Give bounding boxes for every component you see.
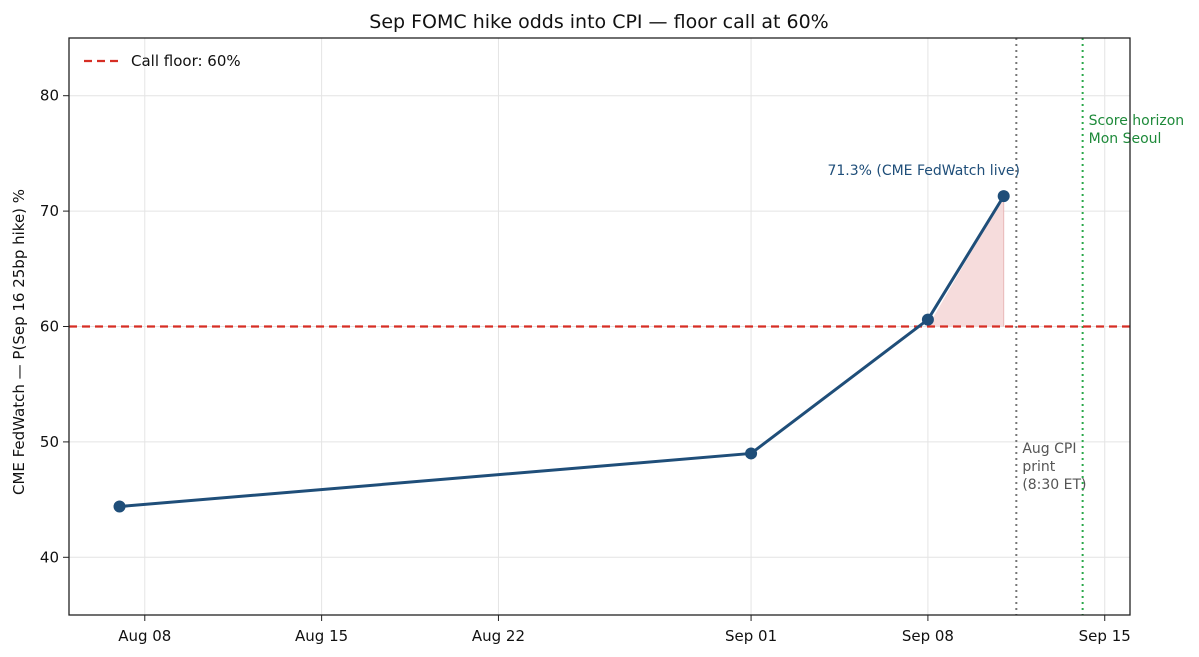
score-horizon-label: Score horizon — [1089, 113, 1185, 129]
score-horizon-label: Mon Seoul — [1089, 131, 1162, 147]
data-point — [921, 313, 934, 326]
cpi-print-label: print — [1022, 459, 1055, 475]
data-point — [745, 447, 758, 460]
chart-title: Sep FOMC hike odds into CPI — floor call… — [369, 11, 828, 33]
data-point — [997, 190, 1010, 203]
value-annotation: 71.3% (CME FedWatch live) — [827, 163, 1020, 179]
y-tick-label: 50 — [40, 433, 59, 451]
legend: Call floor: 60% — [84, 52, 241, 70]
series-group — [113, 190, 1010, 513]
cpi-print-label: (8:30 ET) — [1022, 477, 1086, 493]
event-lines: Aug CPI print (8:30 ET) Score horizon Mon Se… — [1015, 38, 1185, 615]
x-tick-label: Sep 01 — [725, 627, 777, 645]
x-tick-label: Aug 08 — [118, 627, 171, 645]
y-axis-ticks: 40 50 60 70 80 — [40, 87, 69, 566]
data-point — [113, 500, 126, 513]
legend-floor-label: Call floor: 60% — [131, 52, 241, 70]
annotations: 71.3% (CME FedWatch live) — [827, 163, 1020, 179]
x-tick-label: Sep 15 — [1079, 627, 1131, 645]
cpi-print-label: Aug CPI — [1022, 441, 1076, 457]
y-tick-label: 70 — [40, 202, 59, 220]
series-line — [119, 195, 1005, 509]
x-axis-ticks: Aug 08 Aug 15 Aug 22 Sep 01 Sep 08 Sep 15 — [118, 615, 1131, 645]
y-tick-label: 60 — [40, 318, 59, 336]
x-tick-label: Aug 22 — [472, 627, 525, 645]
y-tick-label: 40 — [40, 548, 59, 566]
x-tick-label: Sep 08 — [902, 627, 954, 645]
y-axis-label: CME FedWatch — P(Sep 16 25bp hike) % — [10, 189, 28, 495]
y-tick-label: 80 — [40, 87, 59, 105]
x-tick-label: Aug 15 — [295, 627, 348, 645]
